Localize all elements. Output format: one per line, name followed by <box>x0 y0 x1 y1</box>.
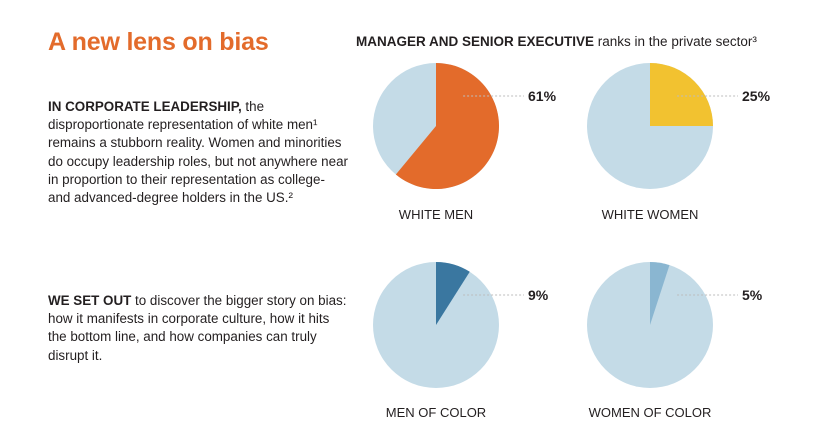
category-label-women-of-color: WOMEN OF COLOR <box>589 405 712 420</box>
pie-white-women: 25% WHITE WOMEN <box>587 63 771 222</box>
pie-slice-white-women <box>650 63 713 126</box>
intro-paragraph: IN CORPORATE LEADERSHIP, the disproporti… <box>48 98 348 207</box>
goal-paragraph: WE SET OUT to discover the bigger story … <box>48 292 348 365</box>
goal-lead: WE SET OUT <box>48 293 132 308</box>
pie-slice-men-of-color <box>436 262 470 325</box>
pie-slice-white-men <box>395 63 499 189</box>
pie-men-of-color: 9% MEN OF COLOR <box>373 262 549 420</box>
intro-text: the disproportionate representation of w… <box>48 99 348 206</box>
category-label-white-women: WHITE WOMEN <box>602 207 699 222</box>
category-label-men-of-color: MEN OF COLOR <box>386 405 486 420</box>
value-label-white-men: 61% <box>528 88 557 104</box>
chart-title: MANAGER AND SENIOR EXECUTIVE ranks in th… <box>356 34 757 49</box>
goal-text: to discover the bigger story on bias: ho… <box>48 293 347 363</box>
value-label-white-women: 25% <box>742 88 771 104</box>
value-label-men-of-color: 9% <box>528 287 549 303</box>
value-label-women-of-color: 5% <box>742 287 763 303</box>
category-label-white-men: WHITE MEN <box>399 207 473 222</box>
pie-white-men: 61% WHITE MEN <box>373 63 557 222</box>
chart-title-bold: MANAGER AND SENIOR EXECUTIVE <box>356 34 595 49</box>
page-title: A new lens on bias <box>48 28 269 56</box>
intro-lead: IN CORPORATE LEADERSHIP, <box>48 99 242 114</box>
chart-title-rest: ranks in the private sector³ <box>594 34 757 49</box>
pie-slice-women-of-color <box>650 262 670 325</box>
pie-women-of-color: 5% WOMEN OF COLOR <box>587 262 763 420</box>
